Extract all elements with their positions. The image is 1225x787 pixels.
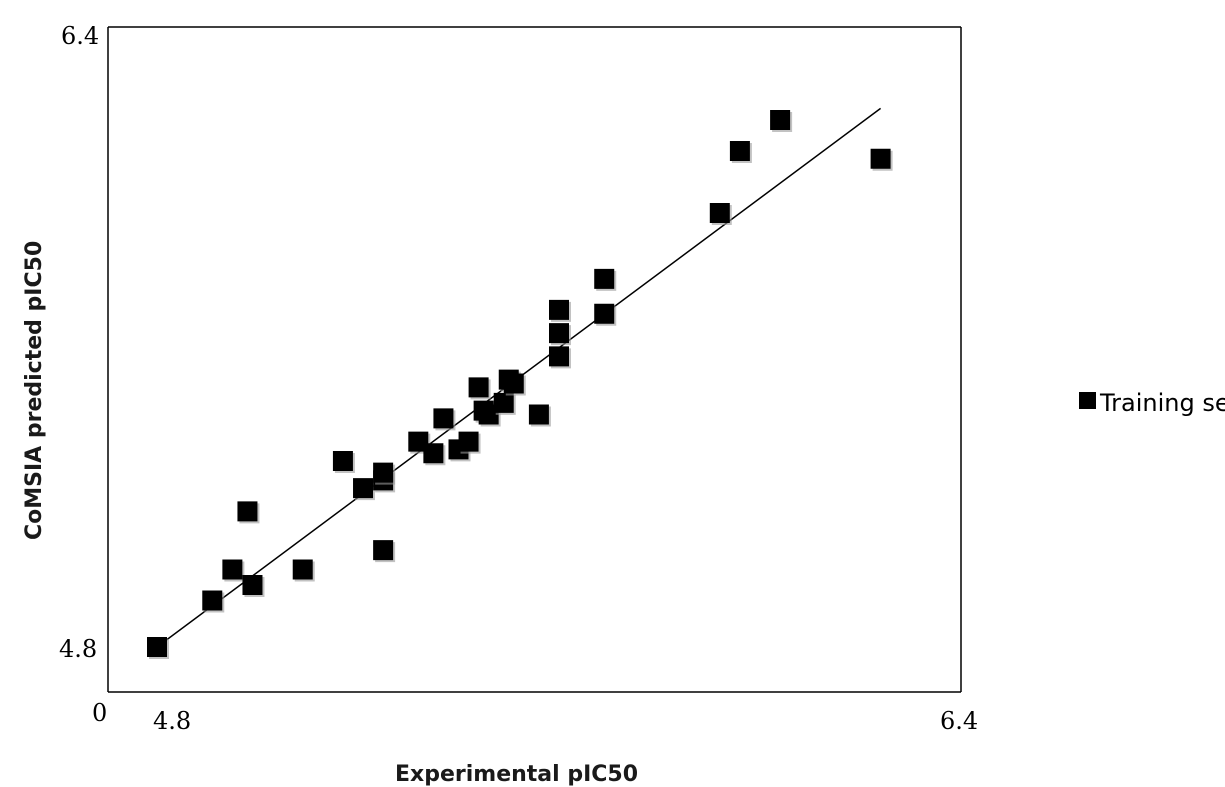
data-point [549, 323, 569, 344]
data-point [870, 148, 891, 169]
data-point [353, 478, 374, 499]
y-tick-label-top: 6.4 [61, 22, 99, 50]
y-tick-label-bottom: 4.8 [59, 635, 97, 663]
data-point [292, 559, 313, 580]
origin-label: 0 [92, 699, 107, 727]
data-point [222, 559, 243, 580]
data-point [147, 637, 167, 657]
legend-marker [1079, 392, 1096, 409]
y-axis-title: CoMSIA predicted pIC50 [22, 241, 47, 540]
data-point [373, 540, 394, 561]
points-layer [147, 110, 893, 659]
data-point [433, 408, 454, 429]
data-point [549, 299, 569, 320]
data-point [528, 404, 549, 425]
data-point [594, 268, 615, 289]
data-point [237, 501, 258, 522]
data-point [242, 575, 263, 595]
data-point [202, 590, 223, 611]
legend-label: Training set [1099, 389, 1225, 417]
x-tick-label-right: 6.4 [940, 707, 978, 735]
plot-area [107, 26, 962, 693]
data-point [493, 392, 514, 413]
data-point [478, 404, 499, 425]
data-point [770, 110, 791, 130]
data-point [549, 346, 569, 367]
x-axis-title: Experimental pIC50 [395, 762, 638, 787]
legend: Training set [1079, 389, 1225, 417]
data-point [458, 431, 479, 452]
data-point [503, 373, 524, 394]
data-point [709, 203, 730, 223]
data-point [423, 443, 444, 464]
data-point [408, 431, 429, 452]
data-point [332, 451, 353, 471]
data-point [594, 303, 615, 324]
data-point [468, 377, 489, 398]
data-point [373, 462, 394, 483]
x-tick-label-left: 4.8 [153, 707, 191, 735]
data-point [729, 141, 750, 161]
